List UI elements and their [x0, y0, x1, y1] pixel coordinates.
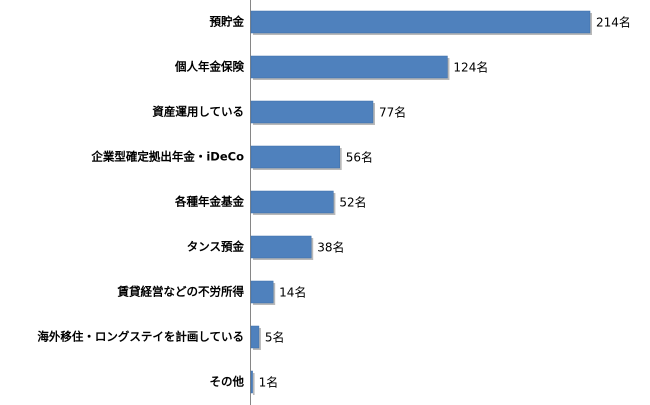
bar	[250, 100, 374, 124]
bar-shadow	[253, 373, 255, 395]
bar	[250, 10, 591, 34]
category-label: 賃貸経営などの不労所得	[117, 285, 245, 299]
value-label: 14名	[279, 285, 306, 300]
bar	[250, 190, 334, 214]
category-label: 個人年金保険	[174, 60, 244, 74]
bar	[250, 280, 274, 304]
value-label: 1名	[259, 375, 279, 390]
bar	[250, 145, 340, 169]
bar	[250, 325, 260, 349]
value-label: 77名	[379, 105, 406, 120]
category-label: 海外移住・ロングステイを計画している	[37, 330, 244, 344]
category-label: その他	[210, 375, 245, 389]
value-label: 56名	[346, 150, 373, 165]
bar	[250, 235, 312, 259]
value-label: 52名	[339, 195, 366, 210]
category-label: 預貯金	[210, 15, 245, 29]
bar	[250, 370, 253, 394]
value-label: 214名	[596, 15, 631, 30]
bar	[250, 55, 448, 79]
value-label: 38名	[317, 240, 344, 255]
category-label: 企業型確定拠出年金・iDeCo	[90, 150, 244, 164]
value-label: 5名	[265, 330, 285, 345]
category-label: 各種年金基金	[174, 195, 244, 209]
value-label: 124名	[453, 60, 488, 75]
category-label: タンス預金	[187, 240, 245, 254]
category-label: 資産運用している	[152, 105, 244, 119]
